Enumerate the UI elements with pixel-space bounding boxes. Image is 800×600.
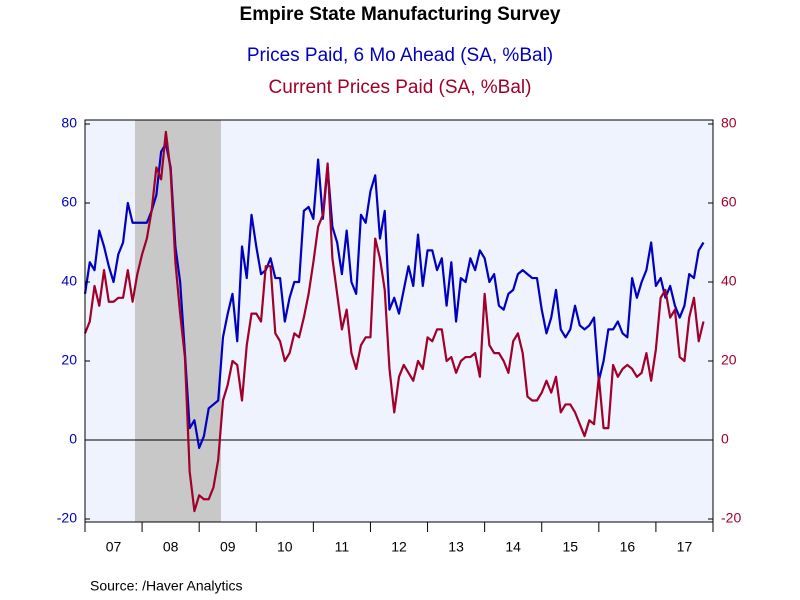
x-tick-label: 08: [163, 539, 179, 555]
x-tick-label: 11: [335, 539, 350, 555]
legend-entry: Prices Paid, 6 Mo Ahead (SA, %Bal): [247, 45, 553, 66]
x-tick-label: 10: [277, 539, 293, 555]
x-tick-label: 16: [620, 539, 636, 555]
plot-frame: [84, 119, 714, 523]
series-line: [83, 142, 705, 449]
y-tick-label: -20: [57, 510, 77, 526]
y-tick-label: 60: [61, 194, 77, 210]
y-tick-label: 20: [61, 352, 77, 368]
recession-shading: [135, 120, 221, 522]
legend-entry: Current Prices Paid (SA, %Bal): [269, 77, 532, 98]
x-tick-label: 13: [448, 539, 464, 555]
y2-tick-label: 0: [721, 431, 729, 447]
series-line: [83, 130, 705, 513]
y2-tick-label: 40: [721, 273, 737, 289]
x-tick-label: 14: [505, 539, 521, 555]
y-tick-label: 40: [61, 273, 77, 289]
x-tick-label: 07: [106, 539, 122, 555]
x-tick-label: 09: [220, 539, 236, 555]
source-note: Source: /Haver Analytics: [90, 578, 243, 594]
y2-tick-label: 80: [721, 115, 737, 131]
x-tick-label: 15: [562, 539, 578, 555]
y2-tick-label: 60: [721, 194, 737, 210]
x-tick-label: 12: [391, 539, 407, 555]
y-tick-label: 0: [69, 431, 77, 447]
y2-tick-label: 20: [721, 352, 737, 368]
y2-tick-label: -20: [721, 510, 741, 526]
x-tick-label: 17: [677, 539, 693, 555]
y-tick-label: 80: [61, 115, 77, 131]
chart-title: Empire State Manufacturing Survey: [240, 4, 561, 25]
